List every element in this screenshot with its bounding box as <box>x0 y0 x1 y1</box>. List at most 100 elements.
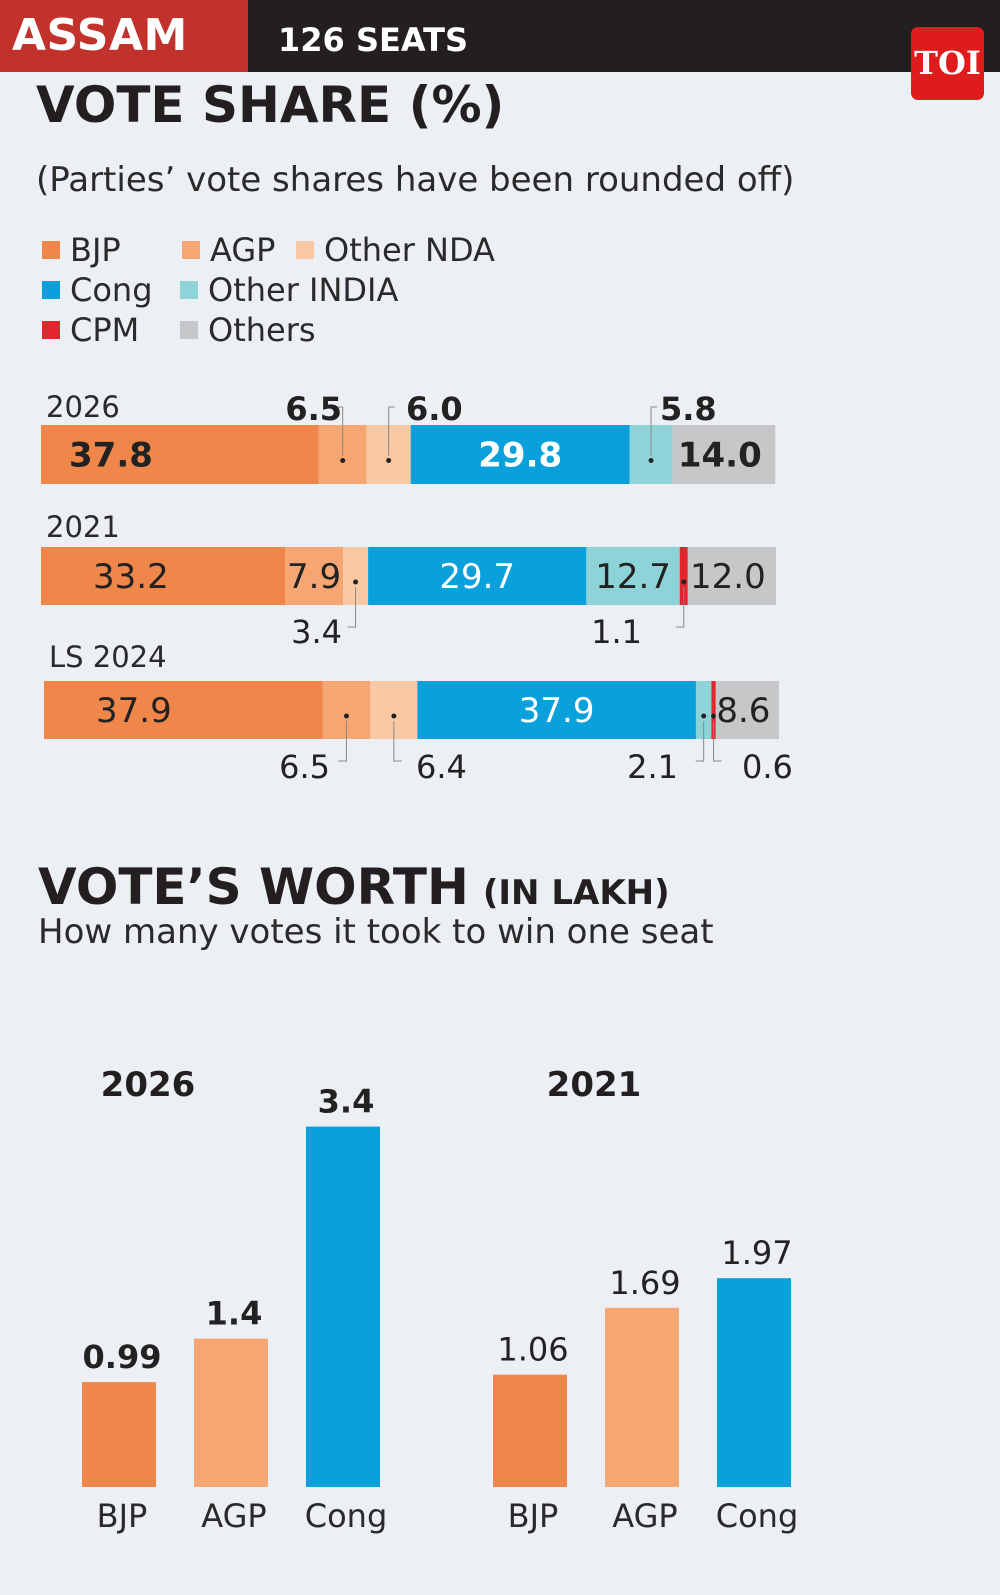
bar-label-cong-2026: 29.8 <box>478 436 562 476</box>
bar-agp-2021 <box>605 1307 679 1487</box>
bar-segment-bjp-ls-2024 <box>44 681 323 739</box>
bar-category-agp-2026: AGP <box>201 1497 266 1535</box>
leader-dot <box>340 458 346 463</box>
votes-worth-title-text: VOTE’S WORTH <box>38 858 469 916</box>
legend-label: AGP <box>210 231 276 269</box>
vote-share-subtitle: (Parties’ vote shares have been rounded … <box>36 160 795 200</box>
leader-line <box>713 721 722 762</box>
bar-segment-cong-2021 <box>368 547 587 605</box>
bar-label-cong-ls-2024: 37.9 <box>519 691 595 731</box>
legend-swatch <box>182 241 200 259</box>
leader-line <box>338 721 347 762</box>
bar-label-others-2021: 12.0 <box>690 557 766 597</box>
bar-segment-cong-ls-2024 <box>417 681 696 739</box>
row-label-2026: 2026 <box>46 390 120 424</box>
bar-label-cong-2021: 29.7 <box>439 557 515 597</box>
bar-label-agp-2026: 6.5 <box>285 390 342 428</box>
bar-category-agp-2021: AGP <box>612 1497 677 1535</box>
legend-label: Cong <box>70 271 153 309</box>
leader-dot <box>343 713 349 719</box>
group-title-2026: 2026 <box>101 1065 196 1105</box>
row-label-ls-2024: LS 2024 <box>49 640 167 674</box>
legend-label: CPM <box>70 311 140 349</box>
bar-segment-agp-2021 <box>285 547 344 605</box>
legend-label: Other INDIA <box>208 271 399 309</box>
bar-segment-other-india-2021 <box>586 547 680 605</box>
bar-label-other-india-ls-2024: 2.1 <box>627 748 678 786</box>
leader-line <box>650 406 658 456</box>
bar-label-other-nda-2021: 3.4 <box>291 613 342 651</box>
bar-label-cpm-2021: 1.1 <box>591 613 642 651</box>
legend-item-cong: Cong <box>42 271 153 309</box>
legend-swatch <box>42 241 60 259</box>
bar-value-bjp-2021: 1.06 <box>497 1331 568 1369</box>
bar-label-bjp-2021: 33.2 <box>93 557 169 597</box>
leader-dot <box>648 458 654 463</box>
bar-segment-cpm-2021 <box>679 547 688 605</box>
bar-agp-2026 <box>194 1338 268 1487</box>
bar-segment-others-ls-2024 <box>715 681 779 739</box>
seats-label: 126 SEATS <box>278 21 468 59</box>
bar-label-cpm-ls-2024: 0.6 <box>742 748 793 786</box>
bar-category-cong-2026: Cong <box>305 1497 388 1535</box>
votes-worth-title: VOTE’S WORTH (IN LAKH) <box>38 858 670 916</box>
bar-value-cong-2021: 1.97 <box>721 1234 792 1272</box>
toi-logo: TOI <box>911 27 984 100</box>
leader-line <box>388 406 395 456</box>
leader-line <box>393 721 402 762</box>
vote-share-title: VOTE SHARE (%) <box>36 76 505 134</box>
bar-label-other-nda-ls-2024: 6.4 <box>416 748 467 786</box>
bar-value-bjp-2026: 0.99 <box>83 1338 162 1376</box>
bar-segment-bjp-2021 <box>41 547 286 605</box>
legend-swatch <box>42 281 60 299</box>
bar-label-other-nda-2026: 6.0 <box>406 390 463 428</box>
legend-item-other-india: Other INDIA <box>180 271 398 309</box>
bar-label-other-india-2021: 12.7 <box>595 557 671 597</box>
legend-swatch <box>42 321 60 339</box>
bar-value-agp-2021: 1.69 <box>609 1264 680 1302</box>
legend-swatch <box>180 321 198 339</box>
bar-segment-cong-2026 <box>410 425 630 484</box>
leader-line <box>336 406 344 456</box>
leader-dot <box>681 579 687 585</box>
leader-line <box>347 587 357 628</box>
bar-cong-2026 <box>306 1126 380 1487</box>
legend-swatch <box>180 281 198 299</box>
bar-segment-other-india-ls-2024 <box>695 681 712 739</box>
bar-label-others-ls-2024: 8.6 <box>716 691 770 731</box>
leader-dot <box>711 713 717 719</box>
bar-value-cong-2026: 3.4 <box>318 1083 375 1121</box>
leader-dot <box>353 579 359 585</box>
bar-label-other-india-2026: 5.8 <box>660 390 717 428</box>
state-label: ASSAM <box>0 0 248 72</box>
bar-category-cong-2021: Cong <box>716 1497 799 1535</box>
legend-label: BJP <box>70 231 121 269</box>
legend-item-agp: AGP <box>182 231 275 269</box>
bar-value-agp-2026: 1.4 <box>206 1295 263 1333</box>
bar-bjp-2021 <box>493 1374 567 1487</box>
bar-category-bjp-2026: BJP <box>97 1497 148 1535</box>
leader-dot <box>391 713 397 719</box>
bar-bjp-2026 <box>82 1382 156 1487</box>
votes-worth-unit: (IN LAKH) <box>482 873 670 913</box>
leader-dot <box>386 458 392 463</box>
bar-label-agp-2021: 7.9 <box>287 557 341 597</box>
bar-segment-bjp-2026 <box>41 425 319 484</box>
legend-label: Other NDA <box>324 231 495 269</box>
leader-dot <box>701 713 707 719</box>
legend-item-other-nda: Other NDA <box>296 231 495 269</box>
legend-item-bjp: BJP <box>42 231 121 269</box>
group-title-2021: 2021 <box>547 1065 642 1105</box>
legend-swatch <box>296 241 314 259</box>
leader-line <box>695 721 705 762</box>
legend-item-others: Others <box>180 311 316 349</box>
bar-label-others-2026: 14.0 <box>678 436 762 476</box>
leader-line <box>675 587 685 628</box>
votes-worth-subtitle: How many votes it took to win one seat <box>38 912 714 952</box>
bar-segment-others-2026 <box>672 425 776 484</box>
bar-category-bjp-2021: BJP <box>508 1497 559 1535</box>
row-label-2021: 2021 <box>46 510 120 544</box>
bar-cong-2021 <box>717 1278 791 1487</box>
bar-segment-others-2021 <box>687 547 776 605</box>
legend-label: Others <box>208 311 316 349</box>
